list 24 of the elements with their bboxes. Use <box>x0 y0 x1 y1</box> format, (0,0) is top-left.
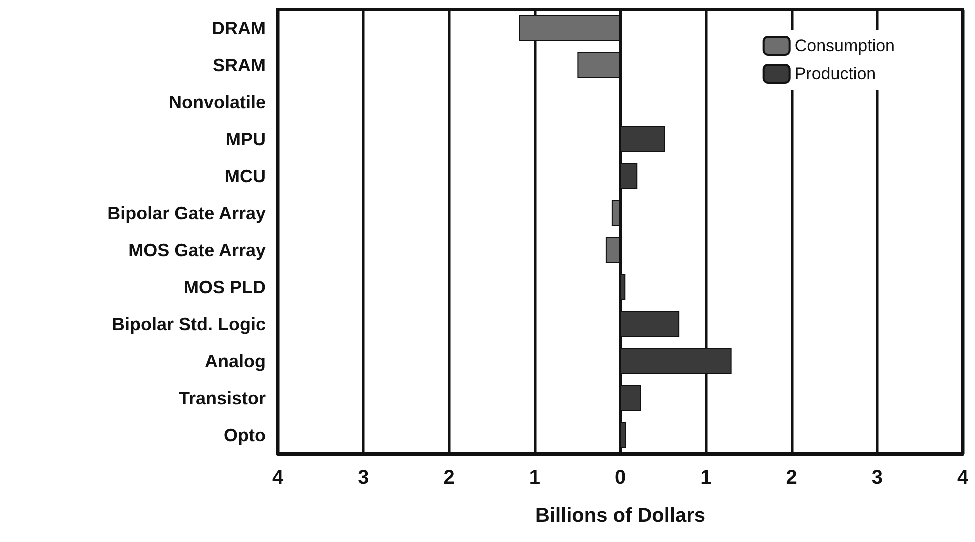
y-tick-label: Opto <box>224 426 266 446</box>
x-tick-label: 4 <box>957 467 970 489</box>
x-tick-label: 1 <box>529 467 540 489</box>
y-tick-label: Bipolar Gate Array <box>108 204 266 224</box>
y-tick-label: Transistor <box>178 388 266 408</box>
y-tick-label: DRAM <box>212 18 266 38</box>
y-tick-label: MOS Gate Array <box>128 240 266 260</box>
x-axis-title: Billions of Dollars <box>535 505 706 527</box>
x-tick-label: 4 <box>272 467 284 489</box>
y-tick-label: MPU <box>226 130 266 150</box>
x-tick-label: 1 <box>700 467 712 489</box>
y-tick-label: MCU <box>225 166 266 186</box>
x-tick-label: 3 <box>358 467 370 489</box>
y-tick-label: SRAM <box>213 56 266 76</box>
legend-label: Consumption <box>794 36 896 56</box>
y-tick-label: Bipolar Std. Logic <box>112 314 266 334</box>
legend-label: Production <box>794 64 876 84</box>
x-tick-label: 2 <box>786 467 798 489</box>
x-tick-label: 2 <box>444 467 455 489</box>
y-tick-label: Analog <box>205 352 266 372</box>
y-tick-label: MOS PLD <box>184 278 266 298</box>
y-tick-label: Nonvolatile <box>168 92 266 112</box>
x-tick-label: 3 <box>872 467 883 489</box>
x-tick-label: 0 <box>614 467 626 489</box>
